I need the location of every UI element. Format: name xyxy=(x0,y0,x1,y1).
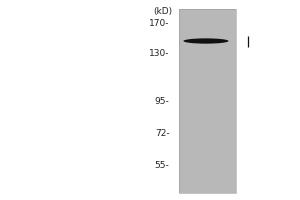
Bar xyxy=(178,101,236,106)
Bar xyxy=(178,50,236,55)
Bar xyxy=(178,179,236,184)
Text: 130-: 130- xyxy=(149,49,169,58)
Bar xyxy=(178,14,236,18)
Bar xyxy=(178,46,236,50)
Bar xyxy=(178,96,236,101)
Bar xyxy=(178,175,236,179)
Bar xyxy=(178,32,236,37)
Bar xyxy=(178,124,236,129)
Text: (kD): (kD) xyxy=(153,7,172,16)
Bar xyxy=(178,133,236,138)
Text: 170-: 170- xyxy=(149,19,169,27)
Bar xyxy=(178,115,236,119)
Bar xyxy=(178,37,236,41)
Bar xyxy=(178,106,236,110)
Bar xyxy=(178,18,236,23)
Bar xyxy=(178,23,236,27)
Bar xyxy=(178,41,236,46)
Bar xyxy=(178,184,236,188)
Bar xyxy=(178,119,236,124)
Bar xyxy=(178,60,236,64)
Bar xyxy=(178,152,236,156)
Bar xyxy=(178,170,236,175)
Bar xyxy=(178,69,236,73)
Bar xyxy=(178,156,236,161)
Bar xyxy=(178,73,236,78)
Text: 55-: 55- xyxy=(155,160,170,170)
Bar xyxy=(178,92,236,96)
Bar xyxy=(178,129,236,133)
Text: 95-: 95- xyxy=(155,97,170,106)
Bar xyxy=(178,161,236,165)
Bar xyxy=(178,147,236,152)
Bar xyxy=(178,64,236,69)
Bar xyxy=(178,138,236,142)
Text: 72-: 72- xyxy=(155,130,170,138)
Ellipse shape xyxy=(183,38,229,44)
Bar xyxy=(178,87,236,92)
Bar xyxy=(178,9,236,14)
Bar xyxy=(178,110,236,115)
Bar xyxy=(178,27,236,32)
Bar xyxy=(178,55,236,60)
Bar xyxy=(178,142,236,147)
Bar xyxy=(178,165,236,170)
Bar xyxy=(178,78,236,83)
Bar xyxy=(178,9,236,193)
Bar xyxy=(178,188,236,193)
Bar xyxy=(178,83,236,87)
